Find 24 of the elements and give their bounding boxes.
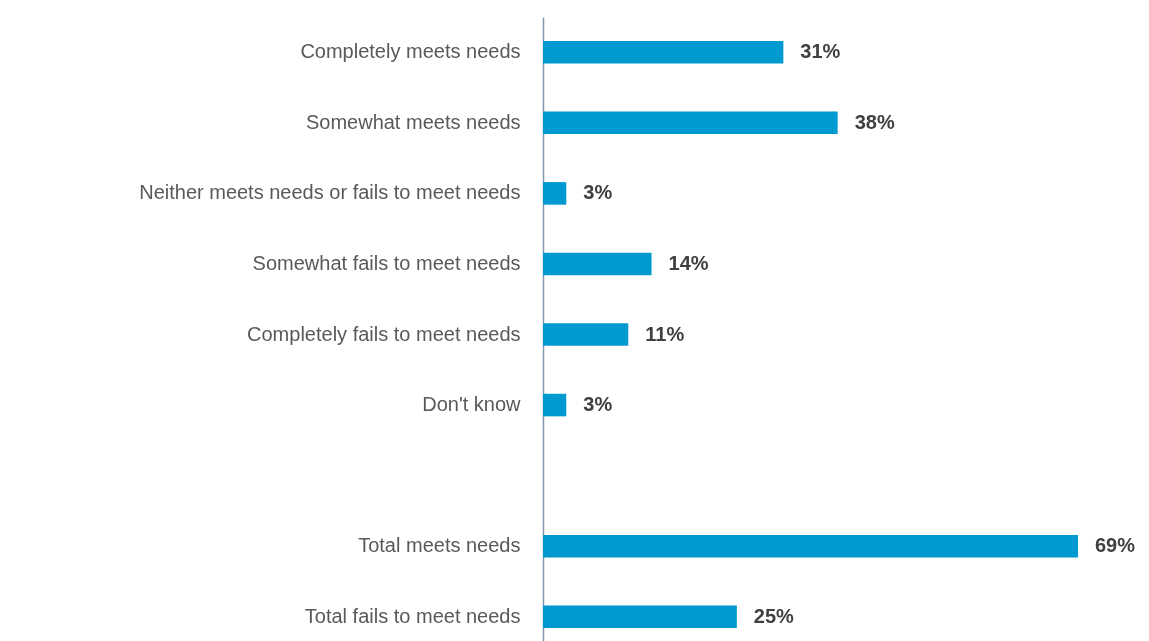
y-tick-label: Total meets needs bbox=[358, 534, 521, 557]
bar bbox=[543, 323, 629, 346]
y-tick-label: Completely meets needs bbox=[300, 40, 521, 63]
data-label: 25% bbox=[753, 604, 795, 627]
bar bbox=[543, 252, 652, 276]
y-tick-label: Neither meets needs or fails to meet needs bbox=[139, 181, 521, 204]
bar bbox=[543, 40, 784, 64]
bar bbox=[543, 393, 567, 417]
data-label: 69% bbox=[1095, 534, 1136, 557]
data-label: 3% bbox=[583, 393, 613, 416]
data-label: 11% bbox=[645, 322, 685, 345]
data-label: 3% bbox=[583, 181, 613, 204]
y-tick-label: Somewhat fails to meet needs bbox=[252, 251, 521, 274]
bar bbox=[543, 605, 737, 629]
data-label: 14% bbox=[668, 251, 709, 274]
bar bbox=[543, 534, 1078, 558]
y-tick-label: Somewhat meets needs bbox=[305, 110, 521, 133]
y-tick-label: Completely fails to meet needs bbox=[247, 322, 521, 345]
y-tick-label: Total fails to meet needs bbox=[304, 604, 521, 627]
bar bbox=[543, 182, 567, 205]
data-label: 38% bbox=[854, 110, 895, 133]
bar bbox=[543, 111, 838, 135]
y-tick-label: Don't know bbox=[422, 393, 522, 416]
data-label: 31% bbox=[800, 40, 841, 63]
